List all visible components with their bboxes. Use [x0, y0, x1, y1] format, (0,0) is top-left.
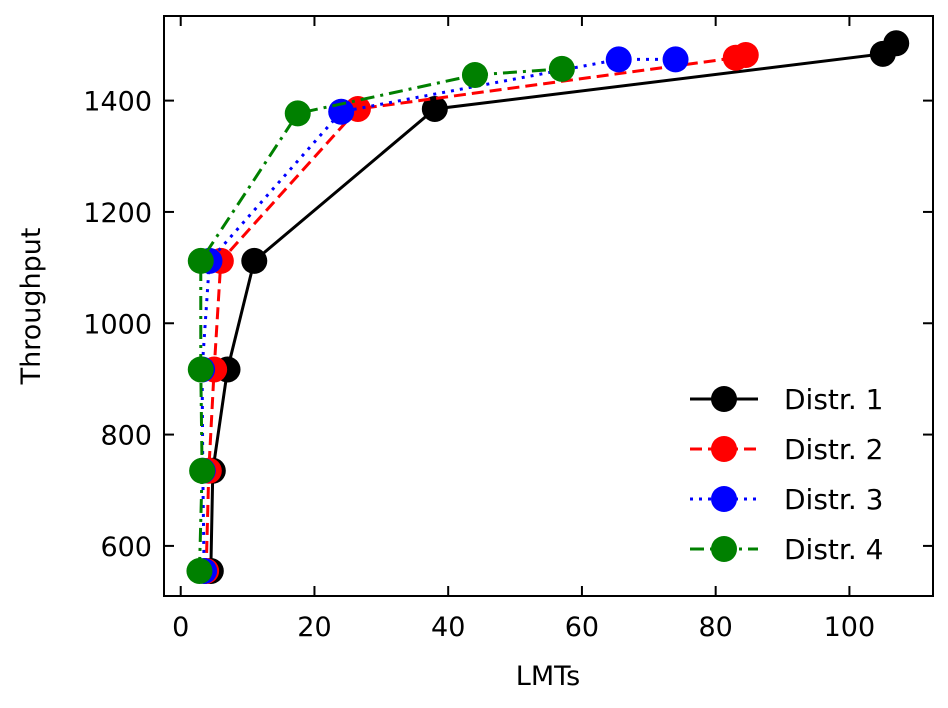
legend-marker — [711, 436, 737, 462]
legend-item: Distr. 1 — [690, 383, 883, 416]
y-tick-label: 1200 — [83, 198, 152, 229]
legend-marker — [711, 386, 737, 412]
data-point — [732, 41, 759, 68]
x-tick-label: 80 — [698, 612, 732, 643]
x-tick-label: 0 — [172, 612, 189, 643]
data-point — [284, 100, 311, 127]
data-point — [187, 247, 214, 274]
y-tick-label: 600 — [100, 532, 152, 563]
legend-label: Distr. 1 — [784, 383, 883, 416]
legend-item: Distr. 4 — [690, 533, 883, 566]
legend-marker — [711, 536, 737, 562]
y-tick-label: 1000 — [83, 309, 152, 340]
series-line — [200, 57, 676, 571]
x-tick-label: 100 — [824, 612, 876, 643]
data-point — [461, 62, 488, 89]
data-point — [883, 30, 910, 57]
legend-marker — [711, 486, 737, 512]
legend-item: Distr. 3 — [690, 483, 883, 516]
series-3 — [189, 46, 689, 584]
data-point — [662, 46, 689, 73]
y-tick-label: 1400 — [83, 87, 152, 118]
legend-label: Distr. 3 — [784, 483, 883, 516]
legend-item: Distr. 2 — [690, 433, 883, 466]
y-axis-label: Throughput — [16, 228, 47, 386]
legend-label: Distr. 4 — [784, 533, 883, 566]
data-point — [241, 247, 268, 274]
series-2 — [193, 41, 759, 584]
data-point — [189, 457, 216, 484]
ticks-layer: 0 20 40 60 80 100 600 800 1000 1200 1400 — [83, 16, 933, 643]
y-tick-label: 800 — [100, 421, 152, 452]
data-point — [421, 95, 448, 122]
data-point — [605, 46, 632, 73]
legend: Distr. 1 Distr. 2 Distr. 3 Distr. 4 — [690, 383, 883, 566]
x-axis-label: LMTs — [516, 661, 580, 692]
x-tick-label: 60 — [565, 612, 599, 643]
plot-frame — [163, 15, 934, 597]
data-point — [186, 557, 213, 584]
series-4 — [186, 55, 575, 584]
x-tick-label: 20 — [297, 612, 331, 643]
series-layer — [186, 30, 910, 584]
data-point — [187, 356, 214, 383]
series-line — [197, 67, 562, 571]
x-tick-label: 40 — [431, 612, 465, 643]
legend-label: Distr. 2 — [784, 433, 883, 466]
data-point — [548, 55, 575, 82]
